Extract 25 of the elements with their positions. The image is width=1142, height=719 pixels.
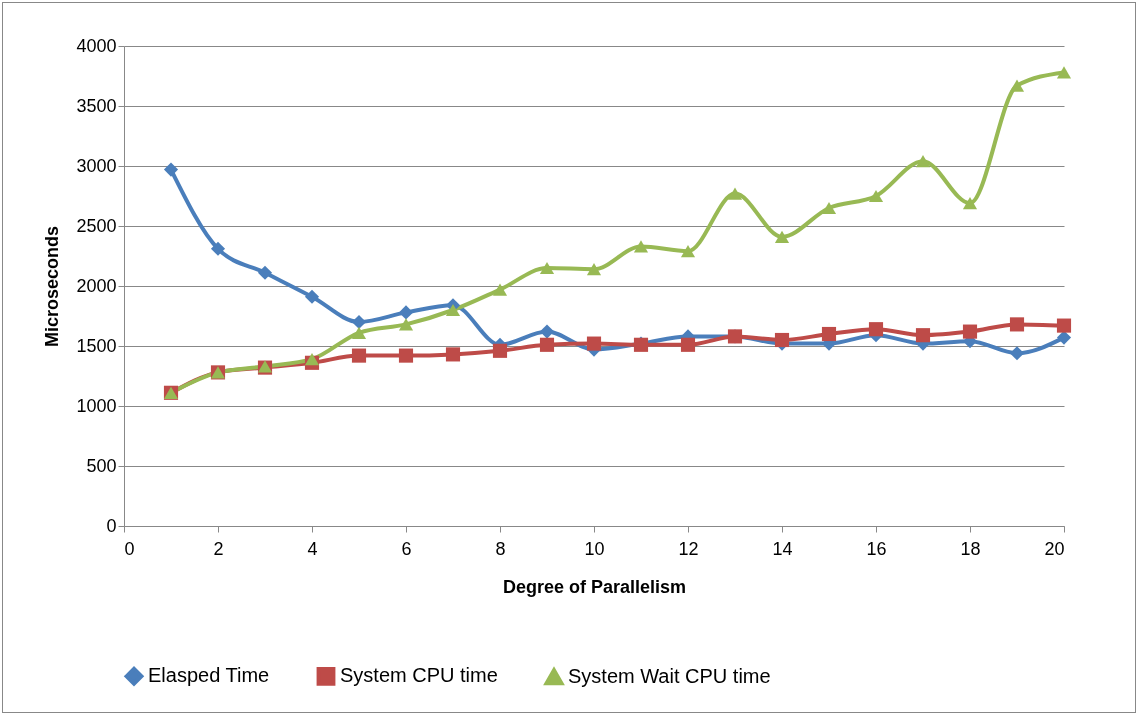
- y-tick-label: 500: [86, 455, 117, 476]
- x-axis-title: Degree of Parallelism: [502, 576, 687, 597]
- y-tick-label: 2000: [76, 275, 117, 296]
- x-tick-label: 0: [124, 538, 135, 559]
- y-tick-label: 3000: [76, 155, 117, 176]
- x-tick-label: 4: [307, 538, 318, 559]
- x-tick-label: 6: [401, 538, 412, 559]
- y-tick-label: 2500: [76, 215, 117, 236]
- x-tick-label: 20: [1044, 538, 1065, 559]
- y-tick-label: 1000: [76, 395, 117, 416]
- y-tick-label: 0: [106, 515, 117, 536]
- x-tick-label: 12: [678, 538, 699, 559]
- legend-label: Elasped Time: [148, 664, 270, 687]
- y-tick-label: 3500: [76, 95, 117, 116]
- x-tick-label: 16: [866, 538, 887, 559]
- legend-label: System Wait CPU time: [568, 664, 771, 687]
- x-tick-label: 8: [495, 538, 506, 559]
- x-tick-label: 2: [213, 538, 224, 559]
- x-tick-label: 18: [960, 538, 981, 559]
- y-tick-label: 1500: [76, 335, 117, 356]
- x-tick-label: 10: [584, 538, 605, 559]
- y-axis-title: Microseconds: [42, 225, 63, 348]
- x-tick-label: 14: [772, 538, 793, 559]
- y-tick-label: 4000: [76, 35, 117, 56]
- legend-label: System CPU time: [340, 664, 498, 687]
